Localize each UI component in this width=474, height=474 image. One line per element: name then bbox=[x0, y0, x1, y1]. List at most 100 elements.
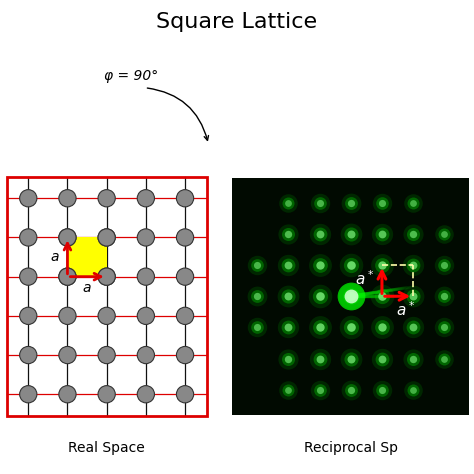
Point bbox=[316, 355, 323, 363]
Point bbox=[284, 261, 292, 269]
Point bbox=[347, 386, 355, 393]
Bar bbox=[67, 237, 107, 277]
Point bbox=[347, 292, 355, 300]
Point bbox=[284, 261, 292, 269]
Point bbox=[378, 230, 386, 237]
Point bbox=[410, 261, 417, 269]
Point bbox=[316, 199, 323, 207]
Point bbox=[347, 386, 355, 393]
Point bbox=[378, 292, 386, 300]
Point bbox=[378, 199, 386, 207]
Point bbox=[284, 292, 292, 300]
Point bbox=[316, 355, 323, 363]
Point bbox=[410, 324, 417, 331]
Point bbox=[316, 292, 323, 300]
Point bbox=[284, 324, 292, 331]
Point bbox=[254, 324, 261, 331]
Point bbox=[347, 230, 355, 237]
Circle shape bbox=[176, 268, 194, 285]
Point bbox=[284, 355, 292, 363]
Point bbox=[347, 261, 355, 269]
Point bbox=[347, 230, 355, 237]
Point bbox=[378, 230, 386, 237]
Point bbox=[316, 199, 323, 207]
Point bbox=[316, 386, 323, 393]
Point bbox=[284, 355, 292, 363]
Point bbox=[378, 292, 386, 300]
Text: φ = 90°: φ = 90° bbox=[104, 69, 158, 83]
Circle shape bbox=[19, 386, 37, 403]
Circle shape bbox=[137, 229, 155, 246]
Point bbox=[316, 324, 323, 331]
Point bbox=[440, 292, 448, 300]
Point bbox=[254, 292, 261, 300]
Text: Square Lattice: Square Lattice bbox=[156, 12, 318, 32]
Point bbox=[284, 230, 292, 237]
Point bbox=[378, 386, 386, 393]
Point bbox=[316, 355, 323, 363]
Circle shape bbox=[137, 190, 155, 207]
Circle shape bbox=[176, 386, 194, 403]
Text: $a$: $a$ bbox=[50, 250, 60, 264]
Point bbox=[440, 355, 448, 363]
Point bbox=[378, 355, 386, 363]
Point bbox=[347, 292, 355, 300]
Circle shape bbox=[19, 346, 37, 364]
Circle shape bbox=[176, 307, 194, 325]
Point bbox=[284, 230, 292, 237]
Point bbox=[347, 292, 355, 300]
Text: Reciprocal Sp: Reciprocal Sp bbox=[304, 441, 398, 455]
Point bbox=[284, 355, 292, 363]
Point bbox=[378, 199, 386, 207]
Point bbox=[410, 355, 417, 363]
Point bbox=[347, 199, 355, 207]
Point bbox=[440, 230, 448, 237]
Circle shape bbox=[98, 229, 115, 246]
Point bbox=[347, 355, 355, 363]
Circle shape bbox=[176, 346, 194, 364]
Point bbox=[410, 230, 417, 237]
Point bbox=[440, 324, 448, 331]
Text: $\boldsymbol{a^*}$: $\boldsymbol{a^*}$ bbox=[355, 270, 374, 289]
FancyArrowPatch shape bbox=[147, 88, 209, 140]
Circle shape bbox=[59, 190, 76, 207]
Point bbox=[284, 324, 292, 331]
Circle shape bbox=[19, 190, 37, 207]
Point bbox=[284, 324, 292, 331]
Point bbox=[378, 292, 386, 300]
Point bbox=[410, 261, 417, 269]
Circle shape bbox=[176, 190, 194, 207]
Point bbox=[284, 230, 292, 237]
Point bbox=[316, 230, 323, 237]
Point bbox=[347, 324, 355, 331]
Point bbox=[316, 261, 323, 269]
Point bbox=[347, 261, 355, 269]
Point bbox=[440, 261, 448, 269]
Text: $a$: $a$ bbox=[82, 281, 92, 295]
Point bbox=[378, 324, 386, 331]
Circle shape bbox=[19, 229, 37, 246]
Point bbox=[410, 386, 417, 393]
Point bbox=[440, 292, 448, 300]
Circle shape bbox=[98, 386, 115, 403]
Point bbox=[316, 292, 323, 300]
Point bbox=[316, 261, 323, 269]
Point bbox=[410, 199, 417, 207]
Point bbox=[410, 324, 417, 331]
Point bbox=[254, 292, 261, 300]
Point bbox=[378, 386, 386, 393]
Circle shape bbox=[137, 386, 155, 403]
Point bbox=[316, 230, 323, 237]
Point bbox=[440, 230, 448, 237]
Point bbox=[254, 261, 261, 269]
Circle shape bbox=[59, 268, 76, 285]
Point bbox=[316, 292, 323, 300]
Circle shape bbox=[59, 307, 76, 325]
Text: Real Space: Real Space bbox=[68, 441, 145, 455]
Point bbox=[316, 230, 323, 237]
Point bbox=[378, 199, 386, 207]
Point bbox=[440, 324, 448, 331]
Point bbox=[284, 292, 292, 300]
Circle shape bbox=[98, 307, 115, 325]
Point bbox=[347, 230, 355, 237]
